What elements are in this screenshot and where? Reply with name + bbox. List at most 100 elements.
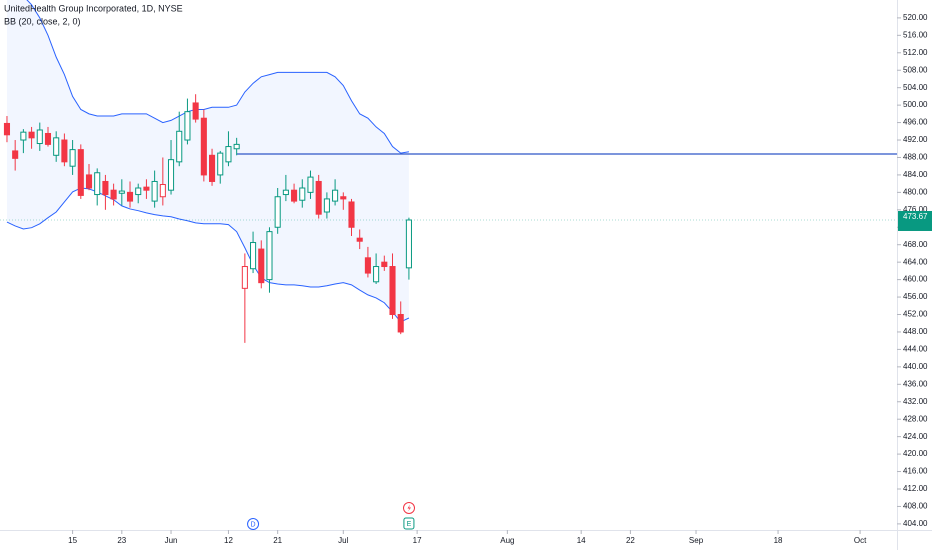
candle-body — [299, 187, 306, 201]
x-tick-label: 17 — [413, 536, 422, 545]
y-tick-label: 452.00 — [903, 310, 928, 319]
last-price-label: 473.67 — [903, 212, 928, 221]
candle-body — [12, 150, 19, 159]
candle-body — [118, 190, 125, 194]
y-tick-label: 496.00 — [903, 118, 928, 127]
y-tick-label: 520.00 — [903, 13, 928, 22]
candle-body — [110, 189, 117, 200]
candle-body — [61, 139, 68, 163]
x-tick-label: Jun — [165, 536, 178, 545]
plot-area — [0, 0, 897, 343]
y-tick-label: 464.00 — [903, 257, 928, 266]
candle-body — [225, 146, 232, 163]
x-tick-label: 22 — [626, 536, 635, 545]
candle-body — [184, 111, 191, 141]
candle-body — [102, 180, 109, 196]
y-tick-label: 512.00 — [903, 48, 928, 57]
y-tick-label: 448.00 — [903, 327, 928, 336]
candle-body — [274, 196, 281, 228]
x-tick-label: Sep — [689, 536, 704, 545]
candle-body — [85, 174, 93, 189]
candle-body — [217, 152, 224, 176]
y-tick-label: 428.00 — [903, 414, 928, 423]
y-tick-label: 492.00 — [903, 135, 928, 144]
y-tick-label: 408.00 — [903, 502, 928, 511]
y-tick-label: 432.00 — [903, 397, 928, 406]
band-lower-line — [6, 187, 410, 323]
y-tick-label: 516.00 — [903, 30, 928, 39]
band-upper-line — [26, 0, 409, 154]
candle-body — [381, 261, 388, 268]
candle-body — [373, 266, 380, 283]
y-tick-label: 488.00 — [903, 153, 928, 162]
y-tick-label: 404.00 — [903, 519, 928, 528]
candle-body — [233, 143, 240, 150]
candle-body — [176, 130, 183, 163]
event-marker — [247, 518, 260, 530]
candle-body — [44, 132, 52, 145]
candle-body — [94, 172, 101, 196]
x-tick-label: Oct — [854, 536, 867, 545]
candle-body — [3, 122, 11, 136]
candle-body — [126, 191, 134, 202]
event-label: D — [251, 521, 256, 528]
candle-body — [332, 189, 339, 202]
y-tick-label: 460.00 — [903, 275, 928, 284]
x-tick-label: 23 — [117, 536, 126, 545]
y-tick-label: 468.00 — [903, 240, 928, 249]
x-tick-label: 15 — [68, 536, 77, 545]
candle-body — [266, 231, 273, 281]
y-tick-label: 420.00 — [903, 449, 928, 458]
candle-body — [291, 189, 298, 202]
y-tick-label: 508.00 — [903, 65, 928, 74]
candle-body — [307, 176, 314, 193]
candle-body — [315, 180, 322, 215]
candle-body — [241, 266, 248, 289]
last-price-badge — [898, 210, 932, 231]
candle-body — [397, 314, 404, 333]
band-fill — [6, 0, 409, 322]
candle-body — [36, 129, 43, 145]
earnings-flash-icon — [403, 502, 415, 514]
x-tick-label: Jul — [338, 536, 348, 545]
x-tick-label: 14 — [577, 536, 586, 545]
candle-body — [192, 102, 199, 120]
y-tick-label: 504.00 — [903, 83, 928, 92]
y-tick-label: 484.00 — [903, 170, 928, 179]
y-tick-label: 412.00 — [903, 484, 928, 493]
candle-body — [77, 149, 84, 196]
event-marker — [403, 517, 415, 530]
y-tick-label: 436.00 — [903, 379, 928, 388]
event-label: E — [407, 521, 412, 528]
candle-body — [151, 180, 158, 202]
candle-body — [135, 187, 142, 196]
candle-body — [20, 131, 27, 141]
candle-body — [28, 131, 35, 139]
candle-body — [258, 248, 265, 284]
candle-body — [159, 184, 166, 198]
candle-body — [405, 219, 412, 269]
x-tick-label: Aug — [500, 536, 514, 545]
indicator-label: BB (20, close, 2, 0) — [4, 16, 81, 26]
candle-body — [209, 154, 216, 182]
y-tick-label: 476.00 — [903, 205, 928, 214]
candle-body — [69, 149, 76, 167]
chart-title: UnitedHealth Group Incorporated, 1D, NYS… — [4, 3, 183, 13]
candle-body — [389, 266, 396, 316]
candle-body — [340, 196, 347, 200]
candle-body — [348, 201, 355, 228]
candle-body — [282, 189, 289, 196]
y-tick-label: 424.00 — [903, 432, 928, 441]
candle-body — [356, 237, 363, 242]
y-tick-label: 456.00 — [903, 292, 928, 301]
candle-body — [167, 159, 175, 191]
x-tick-label: 12 — [224, 536, 233, 545]
y-tick-label: 500.00 — [903, 100, 928, 109]
y-tick-label: 416.00 — [903, 467, 928, 476]
candle-body — [364, 257, 371, 274]
y-tick-label: 440.00 — [903, 362, 928, 371]
candle-body — [143, 186, 150, 191]
